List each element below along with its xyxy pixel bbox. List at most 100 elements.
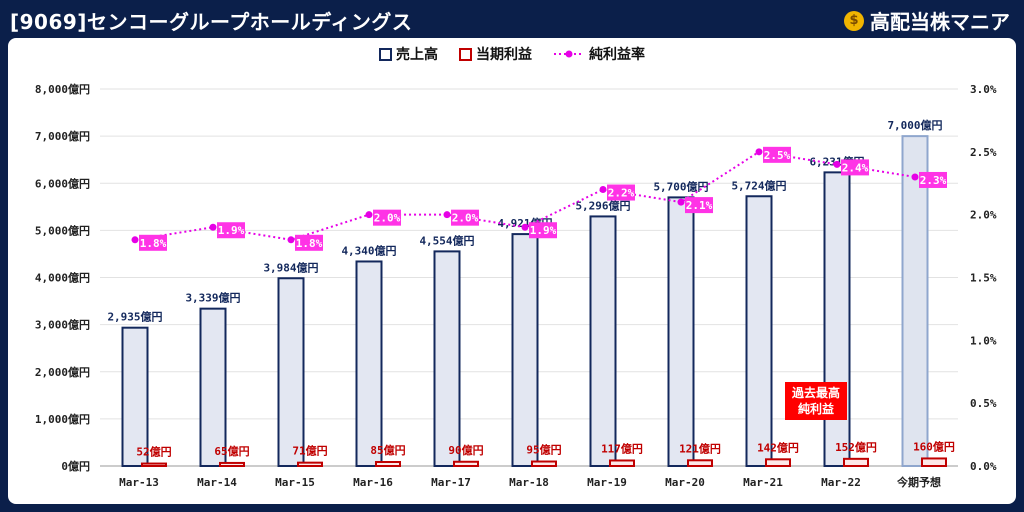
revenue-label: 7,000億円 bbox=[887, 118, 942, 132]
profit-bar bbox=[297, 461, 323, 467]
chart: 0億円 1,000億円 2,000億円 3,000億円 4,000億円 5,000億円 6,… bbox=[35, 46, 997, 489]
profit-label: 90億円 bbox=[448, 443, 483, 457]
rate-label-bg bbox=[451, 209, 479, 226]
x-tick-label: Mar-22 bbox=[821, 476, 861, 489]
profit-bar bbox=[375, 460, 401, 468]
rate-label: 1.9% bbox=[530, 224, 557, 237]
rate-point bbox=[209, 223, 217, 231]
revenue-label: 3,984億円 bbox=[263, 260, 318, 274]
rate-label: 2.0% bbox=[374, 212, 401, 225]
x-tick-label: Mar-21 bbox=[743, 476, 783, 489]
page-title: [9069]センコーグループホールディングス bbox=[10, 10, 413, 34]
profit-label: 65億円 bbox=[214, 444, 249, 458]
revenue-label: 4,340億円 bbox=[341, 243, 396, 257]
y-tick-label-left: 7,000億円 bbox=[35, 129, 90, 143]
y-tick-label-left: 5,000億円 bbox=[35, 223, 90, 237]
rate-point bbox=[365, 211, 373, 219]
revenue-bar bbox=[589, 215, 617, 467]
legend-marker-rate bbox=[565, 50, 573, 58]
y-tick-label-right: 1.5% bbox=[970, 272, 997, 285]
revenue-bar bbox=[745, 195, 773, 467]
profit-bar bbox=[921, 457, 947, 467]
x-tick-label: Mar-15 bbox=[275, 476, 315, 489]
rate-label: 2.2% bbox=[608, 187, 635, 200]
rate-label: 1.8% bbox=[140, 237, 167, 250]
profit-label: 142億円 bbox=[757, 440, 799, 454]
rate-label-bg bbox=[607, 184, 635, 201]
revenue-label: 5,700億円 bbox=[653, 179, 708, 193]
profit-bar bbox=[531, 460, 557, 468]
revenue-label: 2,935億円 bbox=[107, 310, 162, 324]
legend-swatch-revenue bbox=[379, 48, 392, 61]
profit-label: 71億円 bbox=[292, 444, 327, 458]
y-tick-label-right: 2.5% bbox=[970, 146, 997, 159]
revenue-bar bbox=[901, 135, 929, 467]
y-tick-label-left: 0億円 bbox=[61, 459, 90, 473]
rate-label-bg bbox=[217, 222, 245, 239]
record-profit-badge bbox=[785, 382, 847, 420]
rate-label: 2.0% bbox=[452, 212, 479, 225]
profit-label: 121億円 bbox=[679, 441, 721, 455]
y-tick-label-left: 8,000億円 bbox=[35, 82, 90, 96]
profit-label: 95億円 bbox=[526, 443, 561, 457]
profit-bar bbox=[453, 460, 479, 468]
profit-bar bbox=[687, 459, 713, 468]
y-tick-label-right: 1.0% bbox=[970, 334, 997, 347]
revenue-bar bbox=[433, 250, 461, 467]
y-tick-label-left: 2,000億円 bbox=[35, 365, 90, 379]
profit-bar bbox=[609, 459, 635, 468]
rate-label: 1.9% bbox=[218, 224, 245, 237]
x-tick-label: Mar-16 bbox=[353, 476, 393, 489]
profit-bar bbox=[765, 458, 791, 468]
brand-logo: $ 高配当株マニア bbox=[844, 6, 1010, 35]
y-tick-label-right: 0.0% bbox=[970, 460, 997, 473]
x-tick-label: Mar-19 bbox=[587, 476, 627, 489]
revenue-bar bbox=[121, 326, 149, 467]
profit-bar bbox=[141, 462, 167, 467]
profit-label: 152億円 bbox=[835, 440, 877, 454]
rate-label-bg bbox=[763, 146, 791, 163]
legend-label-rate: 純利益率 bbox=[589, 46, 645, 63]
revenue-bar bbox=[355, 260, 383, 467]
rate-label-bg bbox=[685, 197, 713, 214]
brand-label: 高配当株マニア bbox=[870, 10, 1010, 34]
rate-label-bg bbox=[139, 234, 167, 251]
rate-label-bg bbox=[529, 222, 557, 239]
x-tick-label: Mar-18 bbox=[509, 476, 549, 489]
x-tick-label: Mar-14 bbox=[197, 476, 237, 489]
revenue-label: 3,339億円 bbox=[185, 291, 240, 305]
record-profit-badge-text: 過去最高 bbox=[791, 385, 840, 400]
rate-label: 2.4% bbox=[842, 161, 869, 174]
y-tick-label-left: 4,000億円 bbox=[35, 271, 90, 285]
profit-label: 85億円 bbox=[370, 443, 405, 457]
rate-label-bg bbox=[919, 171, 947, 188]
revenue-label: 4,554億円 bbox=[419, 233, 474, 247]
rate-point bbox=[911, 173, 919, 181]
revenue-bar bbox=[511, 233, 539, 467]
profit-bar bbox=[843, 457, 869, 468]
rate-label-bg bbox=[841, 159, 869, 176]
revenue-label: 5,724億円 bbox=[731, 178, 786, 192]
x-tick-label: Mar-13 bbox=[119, 476, 159, 489]
rate-point bbox=[677, 198, 685, 206]
revenue-bar bbox=[823, 171, 851, 467]
rate-point bbox=[443, 211, 451, 219]
chart-panel: 0億円 1,000億円 2,000億円 3,000億円 4,000億円 5,000億円 6,… bbox=[8, 38, 1016, 504]
x-tick-label: 今期予想 bbox=[896, 475, 941, 489]
y-tick-label-left: 1,000億円 bbox=[35, 412, 90, 426]
legend-label-revenue: 売上高 bbox=[396, 46, 438, 63]
rate-point bbox=[755, 148, 763, 156]
profit-label: 160億円 bbox=[913, 439, 955, 453]
revenue-label: 5,296億円 bbox=[575, 198, 630, 212]
rate-point bbox=[833, 160, 841, 168]
y-tick-label-left: 3,000億円 bbox=[35, 318, 90, 332]
legend-swatch-profit bbox=[459, 48, 472, 61]
rate-label-bg bbox=[373, 209, 401, 226]
rate-label: 2.1% bbox=[686, 199, 713, 212]
rate-label: 2.5% bbox=[764, 149, 791, 162]
rate-point bbox=[131, 236, 139, 244]
revenue-bar bbox=[277, 277, 305, 467]
rate-point bbox=[599, 186, 607, 194]
y-tick-label-right: 2.0% bbox=[970, 209, 997, 222]
